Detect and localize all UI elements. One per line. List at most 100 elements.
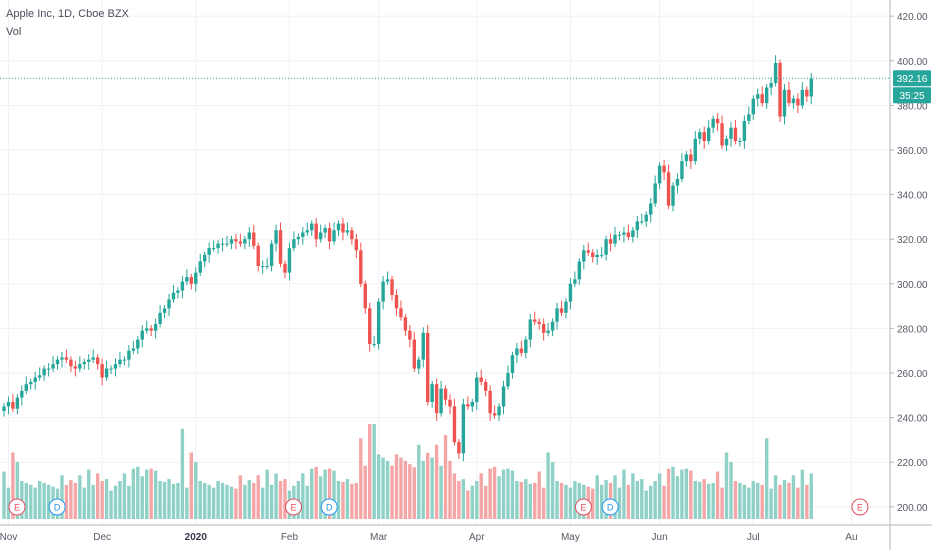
- volume-bar: [6, 487, 11, 519]
- candle-body: [733, 127, 738, 142]
- candle-body: [773, 62, 778, 84]
- volume-bar: [296, 481, 301, 519]
- y-tick-label: 200.00: [897, 503, 928, 514]
- x-tick-label: Apr: [469, 532, 485, 543]
- candle-body: [702, 132, 706, 142]
- candle-body: [323, 228, 327, 233]
- candle-body: [408, 330, 412, 340]
- candle-body: [475, 377, 479, 403]
- volume-bar: [506, 468, 510, 519]
- candle-body: [640, 221, 644, 223]
- volume-bar: [644, 490, 648, 519]
- candle-body: [78, 364, 82, 369]
- candle-body: [136, 339, 140, 349]
- candle-body: [778, 62, 782, 117]
- candle-body: [283, 263, 287, 273]
- candle-body: [515, 348, 519, 356]
- volume-bar: [622, 469, 626, 519]
- candle-body: [118, 359, 122, 365]
- earnings-marker: E: [285, 498, 303, 516]
- candle-body: [162, 308, 167, 313]
- candle-body: [573, 279, 577, 284]
- volume-bar: [122, 473, 127, 519]
- volume-bar: [475, 481, 479, 519]
- candle-body: [693, 138, 697, 162]
- candle-body: [715, 118, 720, 124]
- volume-bar: [256, 475, 260, 519]
- volume-bar: [100, 481, 104, 519]
- volume-bar: [29, 484, 33, 519]
- candle-body: [91, 357, 95, 360]
- candle-body: [524, 339, 528, 353]
- volume-bar: [483, 485, 488, 519]
- x-tick-label: Mar: [370, 532, 388, 543]
- chart-title: Apple Inc, 1D, Cboe BZX: [6, 8, 129, 20]
- candle-body: [274, 230, 278, 244]
- candle-body: [314, 223, 318, 240]
- candle-body: [104, 368, 109, 378]
- candle-body: [457, 442, 461, 454]
- y-tick-label: 340.00: [897, 191, 928, 202]
- volume-bar: [167, 479, 171, 519]
- volume-bar: [751, 481, 755, 519]
- candle-body: [434, 384, 439, 414]
- candle-body: [430, 384, 434, 403]
- volume-bar: [283, 479, 287, 519]
- candle-body: [310, 223, 314, 231]
- candle-body: [800, 89, 805, 106]
- volume-series: [2, 424, 813, 519]
- candle-body: [42, 368, 46, 376]
- volume-bar: [318, 476, 323, 519]
- candle-body: [604, 239, 608, 255]
- volume-bar: [60, 475, 64, 519]
- candle-body: [20, 390, 24, 398]
- marker-circle: [285, 498, 303, 516]
- candle-body: [2, 406, 6, 411]
- candle-body: [167, 299, 171, 309]
- volume-bar: [680, 469, 684, 519]
- volume-bar: [479, 473, 483, 519]
- candle-body: [448, 399, 452, 407]
- volume-bar: [42, 482, 46, 519]
- candle-body: [55, 359, 60, 365]
- volume-bar: [171, 483, 176, 519]
- x-tick-label: May: [561, 532, 580, 543]
- volume-bar: [773, 475, 778, 519]
- marker-circle: [8, 498, 26, 516]
- candle-body: [29, 381, 33, 385]
- candle-body: [519, 348, 524, 353]
- volume-bar: [515, 481, 519, 519]
- candle-body: [791, 98, 796, 104]
- volume-bar: [372, 424, 376, 519]
- volume-bar: [426, 452, 430, 519]
- volume-bar: [33, 487, 37, 519]
- x-tick-label: Feb: [281, 532, 299, 543]
- candle-body: [318, 232, 323, 240]
- candle-body: [354, 239, 359, 251]
- last-price-tag: [893, 70, 931, 87]
- volume-label: Vol: [6, 26, 22, 38]
- candle-body: [506, 373, 510, 387]
- candle-body: [64, 357, 69, 360]
- candle-body: [394, 294, 399, 309]
- y-tick-label: 420.00: [897, 12, 928, 23]
- volume-bar: [457, 481, 461, 519]
- candle-body: [417, 359, 421, 369]
- candle-body: [426, 332, 430, 403]
- candle-body: [622, 232, 626, 235]
- volume-bar: [591, 488, 595, 519]
- volume-bar: [693, 481, 697, 519]
- candle-body: [698, 132, 702, 139]
- candle-body: [252, 232, 256, 246]
- marker-label: D: [607, 503, 614, 513]
- volume-bar: [724, 452, 729, 519]
- candle-body: [15, 397, 20, 409]
- candle-body: [595, 254, 599, 258]
- volume-bar: [327, 468, 332, 519]
- candle-body: [568, 283, 573, 302]
- candle-body: [403, 317, 408, 331]
- candle-body: [381, 281, 385, 302]
- volume-bar: [153, 470, 158, 519]
